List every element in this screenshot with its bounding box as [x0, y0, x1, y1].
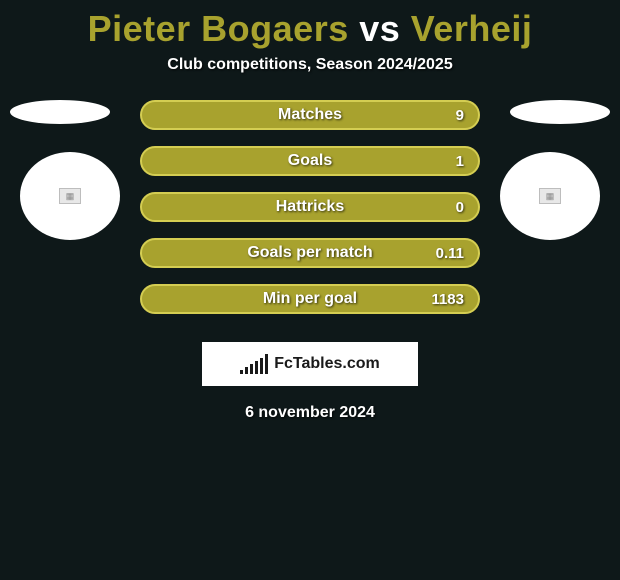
stat-label: Goals per match	[247, 244, 372, 262]
crest-placeholder-icon: ▦	[539, 188, 561, 204]
stat-value: 0	[456, 199, 464, 216]
stat-value: 0.11	[436, 245, 464, 262]
stat-value: 1	[456, 153, 464, 170]
stat-label: Min per goal	[263, 290, 357, 308]
page-title: Pieter Bogaers vs Verheij	[0, 0, 620, 50]
date-text: 6 november 2024	[0, 404, 620, 422]
stat-label: Hattricks	[276, 198, 344, 216]
stat-bar: Hattricks 0	[140, 192, 480, 222]
player-left-name: Pieter Bogaers	[88, 8, 349, 49]
player-right-name: Verheij	[411, 8, 533, 49]
right-player-circle: ▦	[500, 152, 600, 240]
stat-label: Goals	[288, 152, 332, 170]
stat-bar: Matches 9	[140, 100, 480, 130]
brand-text: FcTables.com	[274, 355, 380, 373]
stat-value: 1183	[431, 291, 464, 308]
brand-badge: FcTables.com	[202, 342, 418, 386]
brand-chart-icon	[240, 354, 268, 374]
stat-value: 9	[456, 107, 464, 124]
crest-placeholder-icon: ▦	[59, 188, 81, 204]
subtitle: Club competitions, Season 2024/2025	[0, 56, 620, 74]
stat-bar: Goals 1	[140, 146, 480, 176]
left-ellipse-decoration	[10, 100, 110, 124]
right-ellipse-decoration	[510, 100, 610, 124]
stat-label: Matches	[278, 106, 342, 124]
vs-text: vs	[349, 8, 411, 49]
stat-bar: Min per goal 1183	[140, 284, 480, 314]
comparison-stage: ▦ ▦ Matches 9 Goals 1 Hattricks 0 Goals …	[0, 100, 620, 314]
left-player-circle: ▦	[20, 152, 120, 240]
stat-bar: Goals per match 0.11	[140, 238, 480, 268]
stats-bar-list: Matches 9 Goals 1 Hattricks 0 Goals per …	[140, 100, 480, 314]
